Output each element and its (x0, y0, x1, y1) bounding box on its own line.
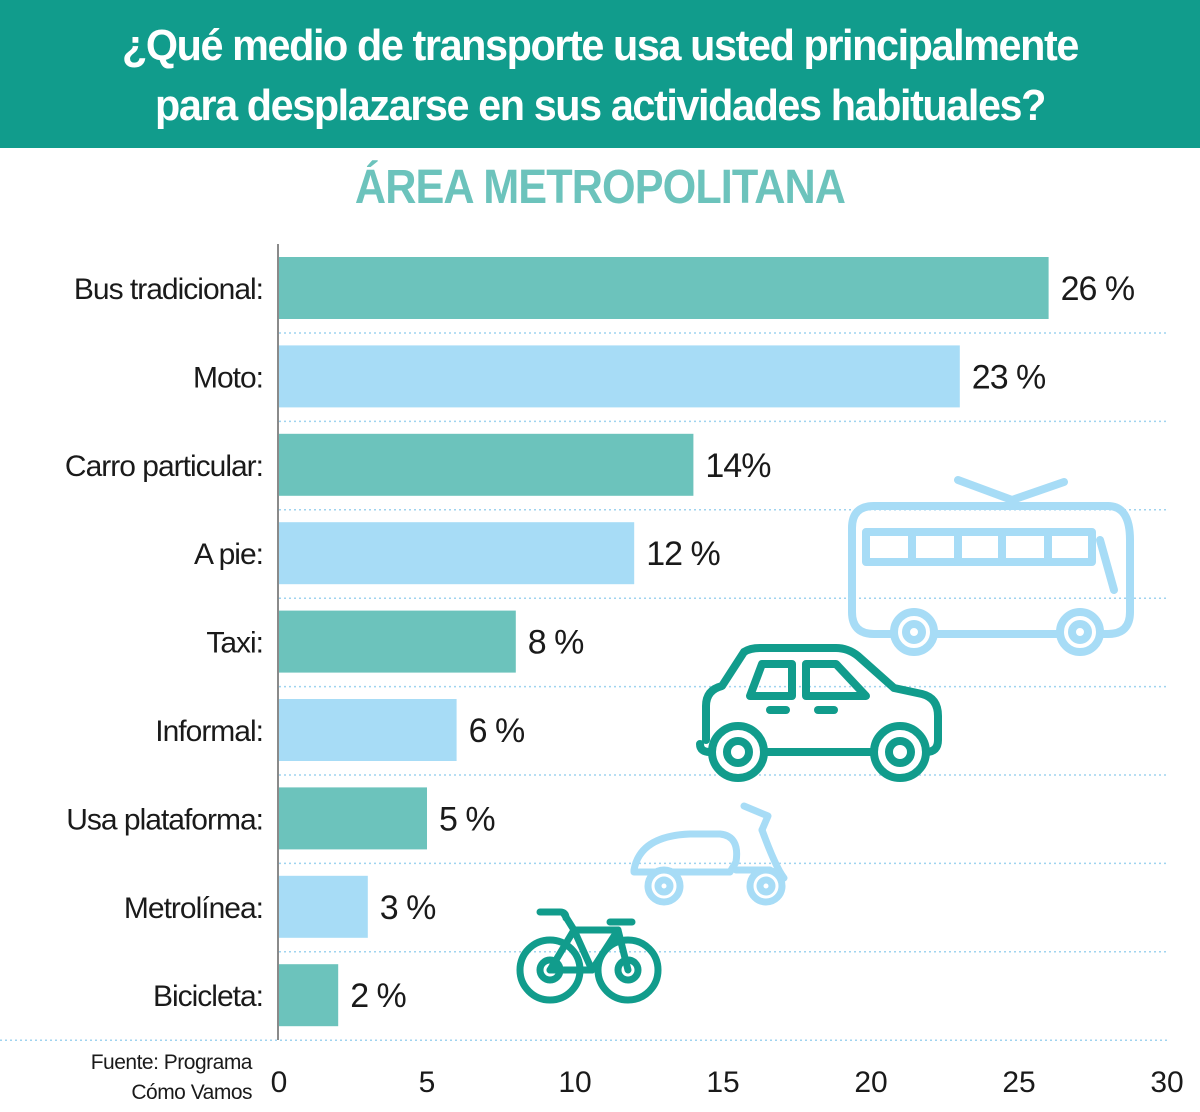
value-label: 12 % (646, 535, 720, 573)
value-label: 5 % (439, 800, 495, 838)
value-label: 14% (705, 447, 771, 485)
bar-0 (279, 257, 1049, 319)
value-label: 23 % (972, 358, 1046, 396)
source-line-2: Cómo Vamos (131, 1081, 252, 1104)
bar-6 (279, 787, 427, 850)
value-label: 8 % (528, 624, 584, 662)
bar-1 (279, 345, 960, 408)
bar-5 (279, 699, 457, 761)
bar-3 (279, 522, 635, 585)
x-tick-label: 25 (1002, 1066, 1035, 1099)
value-label: 2 % (350, 977, 406, 1015)
category-label: Carro particular: (65, 450, 263, 483)
trolleybus-icon (848, 476, 1134, 656)
axis-layer: 0 5 10 15 20 25 30 (271, 244, 1184, 1099)
scooter-icon (630, 802, 788, 906)
title-band: ¿Qué medio de transporte usa usted princ… (0, 0, 1200, 148)
category-label: A pie: (194, 538, 263, 571)
category-label: Bus tradicional: (74, 273, 263, 306)
car-icon (696, 644, 942, 782)
source-note: Fuente: Programa Cómo Vamos (60, 1048, 253, 1108)
bar-layer: Bus tradicional: 26 % Moto: 23 % Carro parti… (65, 257, 1136, 1027)
icon-layer (516, 476, 1134, 1004)
category-label: Taxi: (206, 627, 263, 660)
x-tick-label: 5 (419, 1066, 436, 1099)
value-label: 26 % (1061, 270, 1135, 308)
x-tick-label: 20 (854, 1066, 887, 1099)
x-tick-label: 10 (558, 1066, 591, 1099)
value-label: 6 % (469, 712, 525, 750)
category-label: Metrolínea: (124, 892, 263, 925)
bar-8 (279, 964, 339, 1027)
x-tick-label: 0 (271, 1066, 288, 1099)
category-label: Moto: (193, 361, 263, 394)
chart-subtitle: ÁREA METROPOLITANA (354, 161, 846, 214)
category-label: Usa plataforma: (66, 803, 263, 836)
bar-4 (279, 610, 516, 673)
category-label: Informal: (155, 715, 263, 748)
bar-2 (279, 433, 694, 496)
x-tick-label: 15 (706, 1066, 739, 1099)
bicycle-icon (516, 908, 662, 1004)
bar-7 (279, 875, 368, 938)
value-label: 3 % (380, 889, 436, 927)
x-tick-label: 30 (1150, 1066, 1183, 1099)
category-label: Bicicleta: (153, 980, 263, 1013)
source-line-1: Fuente: Programa (90, 1051, 253, 1074)
chart-title-line-2: para desplazarse en sus actividades habi… (154, 81, 1046, 130)
chart-title-line-1: ¿Qué medio de transporte usa usted princ… (122, 21, 1079, 70)
